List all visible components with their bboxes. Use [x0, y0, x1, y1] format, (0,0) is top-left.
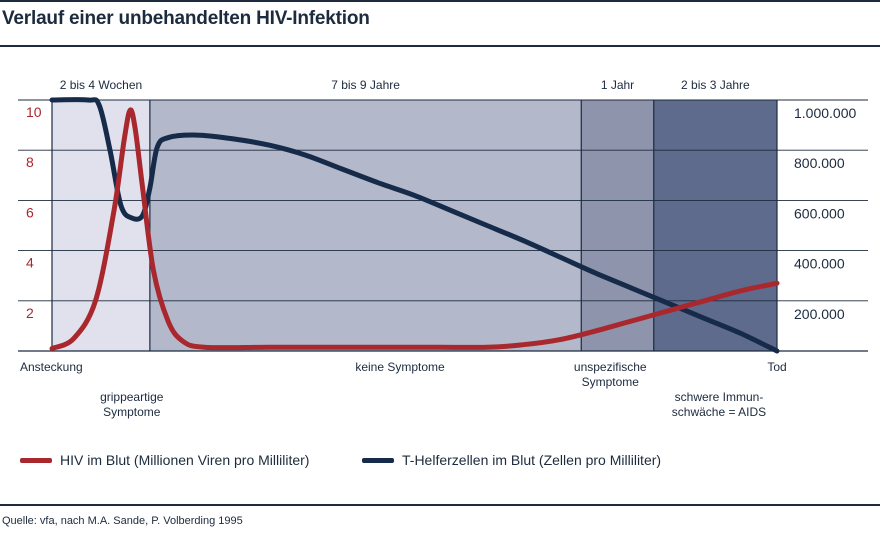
phase-band-2: [149, 100, 582, 351]
legend-item-hiv: HIV im Blut (Millionen Viren pro Millili…: [20, 452, 309, 468]
stage-label-1: Ansteckung: [20, 360, 83, 374]
phase-band-1: [52, 100, 150, 351]
right-tick-label-0: 200.000: [794, 306, 845, 322]
chart-area: 2 bis 4 Wochen 7 bis 9 Jahre 1 Jahr 2 bis 3…: [18, 78, 868, 419]
left-tick-label-10: 10: [26, 104, 42, 120]
stage-label-5-line1: schwere Immun-: [675, 390, 764, 404]
stage-label-2-line2: Symptome: [103, 405, 161, 419]
legend-label-tcell: T-Helferzellen im Blut (Zellen pro Milli…: [402, 452, 662, 468]
phase-label-4: 2 bis 3 Jahre: [681, 78, 750, 92]
legend-swatch-hiv: [20, 457, 52, 463]
series-line-hiv: [49, 107, 780, 351]
phase-band-4: [653, 100, 777, 351]
right-tick-label-2: 600.000: [794, 205, 845, 221]
stage-label-5-line2: schwäche = AIDS: [672, 405, 766, 419]
right-tick-label-3: 800.000: [794, 155, 845, 171]
bottom-rule: [0, 504, 880, 506]
phase-label-2: 7 bis 9 Jahre: [331, 78, 400, 92]
series-line-tcell: [49, 97, 780, 354]
left-tick-label-4: 4: [26, 255, 34, 271]
stage-label-4-line1: unspezifische: [574, 360, 647, 374]
right-tick-label-4: 1.000.000: [794, 105, 856, 121]
stage-label-6: Tod: [767, 360, 786, 374]
stage-label-4-line2: Symptome: [582, 375, 640, 389]
stage-label-2-line1: grippeartige: [100, 390, 164, 404]
chart-title: Verlauf einer unbehandelten HIV-Infektio…: [2, 8, 370, 29]
left-tick-label-8: 8: [26, 154, 34, 170]
top-rule: [0, 0, 880, 2]
title-rule: [0, 45, 880, 47]
phase-label-1: 2 bis 4 Wochen: [60, 78, 143, 92]
phase-label-3: 1 Jahr: [601, 78, 634, 92]
left-tick-label-6: 6: [26, 204, 34, 220]
stage-label-3: keine Symptome: [355, 360, 445, 374]
legend-swatch-tcell: [362, 457, 394, 463]
left-tick-label-2: 2: [26, 305, 34, 321]
right-tick-label-1: 400.000: [794, 256, 845, 272]
legend-item-tcell: T-Helferzellen im Blut (Zellen pro Milli…: [362, 452, 661, 468]
legend-label-hiv: HIV im Blut (Millionen Viren pro Millili…: [60, 452, 310, 468]
phase-band-3: [581, 100, 654, 351]
source-note: Quelle: vfa, nach M.A. Sande, P. Volberd…: [2, 515, 243, 527]
